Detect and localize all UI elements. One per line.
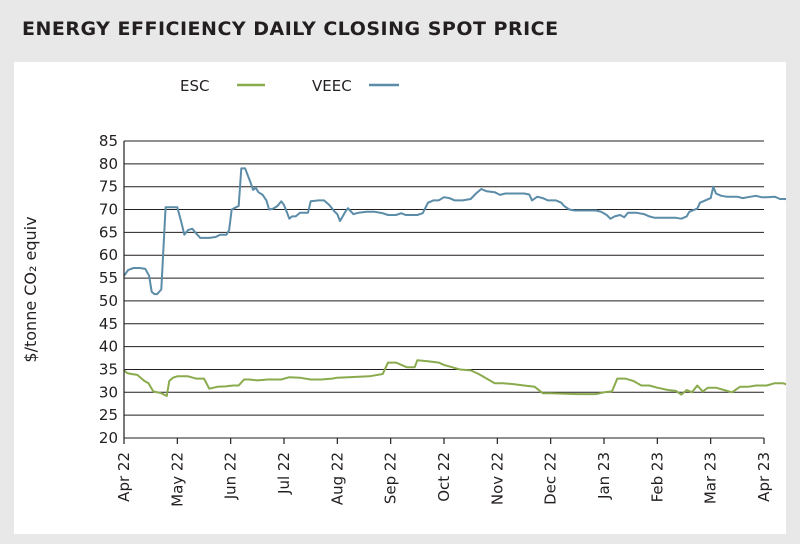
y-tick-label: 60 [99, 246, 118, 264]
legend-label-esc: ESC [180, 77, 209, 95]
x-tick-label: Dec 22 [542, 452, 560, 505]
x-tick-label: Apr 22 [115, 452, 133, 502]
axes: 20 25 30 35 40 45 50 55 60 65 70 75 80 85 Apr 22 May 22… [99, 132, 773, 507]
chart-title: ENERGY EFFICIENCY DAILY CLOSING SPOT PRI… [22, 18, 559, 40]
x-tick-label: Jun 22 [222, 452, 240, 500]
series-lines [123, 167, 786, 397]
grid-lines [124, 140, 764, 439]
y-tick-label: 35 [99, 360, 118, 378]
x-tick-label: Sep 22 [382, 452, 400, 504]
chart-plot: 20 25 30 35 40 45 50 55 60 65 70 75 80 85 Apr 22 May 22… [21, 77, 786, 507]
x-tick-label: Apr 23 [755, 452, 773, 502]
x-tick-label: Aug 22 [328, 452, 346, 505]
y-tick-label: 65 [99, 223, 118, 241]
x-tick-label: May 22 [168, 452, 186, 507]
y-axis-label-group: $/tonne CO₂ equiv [21, 216, 40, 362]
y-tick-label: 80 [99, 155, 118, 173]
y-tick-label: 45 [99, 315, 118, 333]
y-tick-label: 40 [99, 338, 118, 356]
y-tick-label: 70 [99, 201, 118, 219]
x-tick-label: Jan 23 [595, 452, 613, 500]
series-line-esc [123, 359, 786, 397]
y-tick-label: 30 [99, 383, 118, 401]
x-tick-label: Mar 23 [702, 452, 720, 504]
y-tick-label: 50 [99, 292, 118, 310]
y-axis-label: $/tonne CO₂ equiv [21, 216, 40, 362]
x-tick-label: Jul 22 [275, 452, 293, 495]
legend: ESC VEEC [180, 77, 399, 95]
y-tick-label: 75 [99, 178, 118, 196]
y-tick-label: 85 [99, 132, 118, 150]
y-tick-label: 25 [99, 406, 118, 424]
legend-label-veec: VEEC [312, 77, 352, 95]
y-tick-label: 55 [99, 269, 118, 287]
x-tick-label: Oct 22 [435, 452, 453, 502]
chart-panel: 20 25 30 35 40 45 50 55 60 65 70 75 80 85 Apr 22 May 22… [14, 62, 786, 534]
y-tick-label: 20 [99, 429, 118, 447]
x-tick-label: Feb 23 [648, 452, 666, 502]
series-line-veec [123, 167, 786, 296]
x-tick-label: Nov 22 [488, 452, 506, 505]
